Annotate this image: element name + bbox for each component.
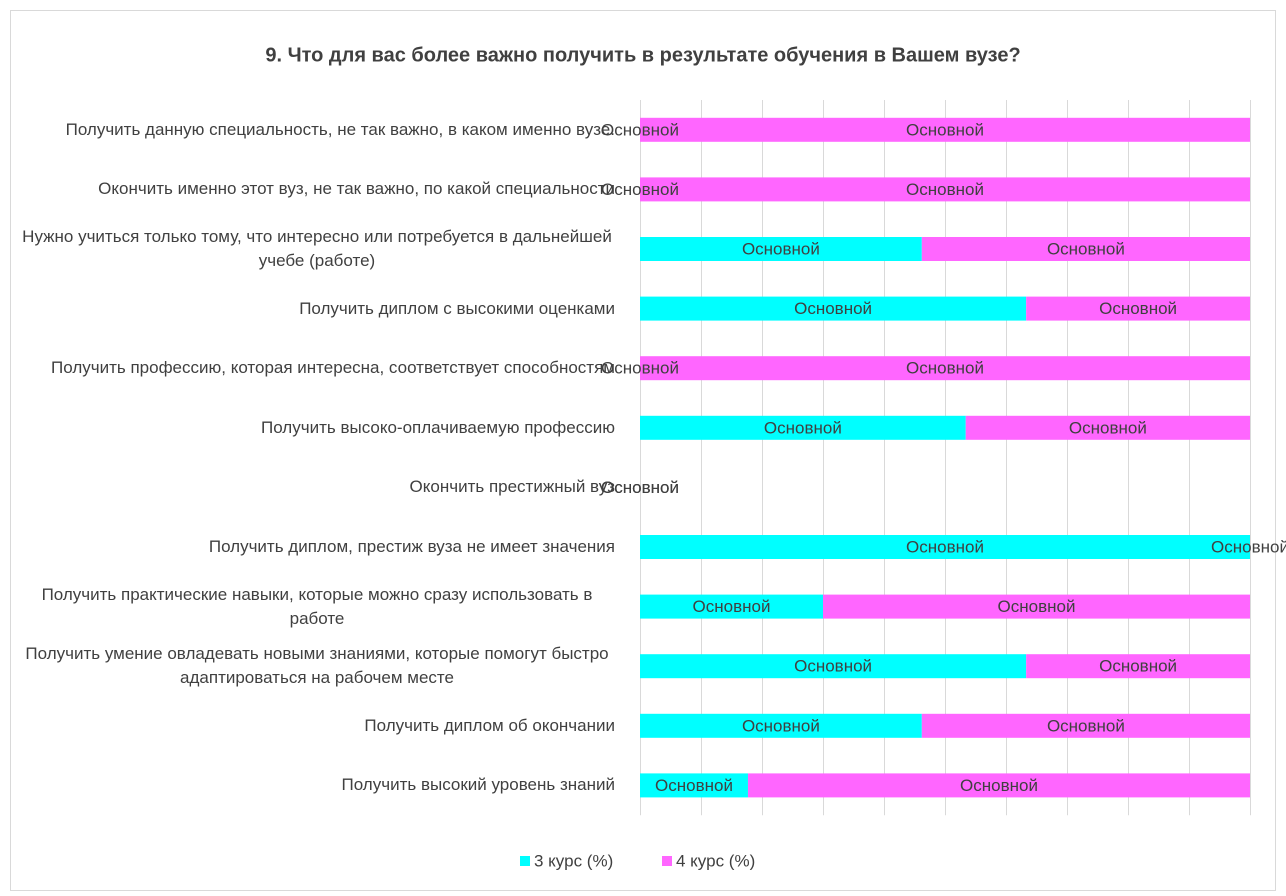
bar-segment (823, 594, 1250, 619)
category-label-box: Получить профессию, которая интересна, с… (51, 340, 615, 396)
category-label-box: Получить умение овладевать новыми знания… (19, 638, 615, 694)
data-label: Основной (960, 776, 1038, 795)
category-label-box: Получить диплом с высокими оценками (299, 281, 615, 337)
bar-segment (640, 117, 1250, 142)
y-tick-label: Получить профессию, которая интересна, с… (51, 358, 615, 378)
y-tick-label: Получить высокий уровень знаний (341, 775, 616, 795)
data-label: Основной (764, 418, 842, 437)
category-label-box: Получить диплом, престиж вуза не имеет з… (209, 519, 615, 575)
data-label: Основной (601, 120, 679, 139)
bar-segment (640, 296, 1027, 321)
data-label: Основной (1047, 239, 1125, 258)
y-tick-label: Окончить престижный вуз (409, 477, 615, 497)
bar-segment (640, 177, 1250, 202)
bar-segment (640, 654, 1027, 679)
y-tick-label: Получить диплом, престиж вуза не имеет з… (208, 537, 615, 556)
data-label: Основной (1047, 716, 1125, 735)
y-tick-label: Получить высоко-оплачиваемую профессию (261, 417, 615, 437)
data-label: Основной (1099, 299, 1177, 318)
y-tick-label: Получить диплом с высокими оценками (299, 298, 615, 318)
data-label: Основной (601, 180, 679, 199)
data-label: Основной (906, 180, 984, 199)
legend-swatch (520, 856, 530, 866)
data-label: Основной (906, 359, 984, 378)
bar-segment (1026, 654, 1250, 679)
data-label: Основной (906, 120, 984, 139)
data-label: Основной (1211, 537, 1286, 556)
bar-segment (965, 415, 1250, 440)
y-tick-label: Получить практические навыки, которые мо… (41, 584, 593, 628)
data-label: Основной (693, 597, 771, 616)
chart-title: 9. Что для вас более важно получить в ре… (265, 44, 1020, 66)
chart-frame (10, 10, 1276, 891)
bar-segment (640, 594, 823, 619)
y-tick-label: Нужно учиться только тому, что интересно… (22, 227, 612, 270)
category-label-box: Окончить именно этот вуз, не так важно, … (98, 161, 615, 217)
data-label: Основной (794, 299, 872, 318)
category-label-box: Получить высоко-оплачиваемую профессию (261, 400, 615, 456)
y-tick-label: Получить диплом об окончании (364, 715, 615, 735)
bar-segment (640, 356, 1250, 381)
legend-label: 4 курс (%) (676, 851, 755, 870)
data-label: Основной (601, 478, 679, 497)
bar-segment (1026, 296, 1250, 321)
data-label: Основной (601, 478, 679, 497)
category-label-box: Получить диплом об окончании (364, 698, 615, 754)
data-label: Основной (1099, 657, 1177, 676)
legend-label: 3 курс (%) (534, 851, 613, 870)
category-label-box: Окончить престижный вуз (410, 459, 615, 515)
data-label: Основной (742, 716, 820, 735)
data-label: Основной (794, 657, 872, 676)
bar-segment (640, 773, 748, 798)
data-label: Основной (998, 597, 1076, 616)
y-tick-label: Получить умение овладевать новыми знания… (25, 644, 609, 688)
y-tick-label: Окончить именно этот вуз, не так важно, … (98, 179, 615, 199)
bar-segment (747, 773, 1250, 798)
data-label: Основной (655, 776, 733, 795)
data-label: Основной (742, 239, 820, 258)
bar-segment (640, 713, 922, 738)
data-label: Основной (601, 359, 679, 378)
bar-segment (921, 713, 1250, 738)
legend-swatch (662, 856, 672, 866)
y-tick-label: Получить данную специальность, не так ва… (65, 119, 615, 139)
data-label: Основной (906, 537, 984, 556)
bar-segment (640, 535, 1250, 559)
data-label: Основной (1069, 418, 1147, 437)
category-label-box: Получить практические навыки, которые мо… (19, 579, 615, 635)
bar-segment (640, 237, 922, 261)
category-label-box: Получить данную специальность, не так ва… (66, 102, 615, 158)
bar-segment (640, 415, 966, 440)
category-label-box: Получить высокий уровень знаний (342, 757, 616, 813)
category-label-box: Нужно учиться только тому, что интересно… (19, 221, 615, 277)
bar-segment (921, 237, 1250, 261)
